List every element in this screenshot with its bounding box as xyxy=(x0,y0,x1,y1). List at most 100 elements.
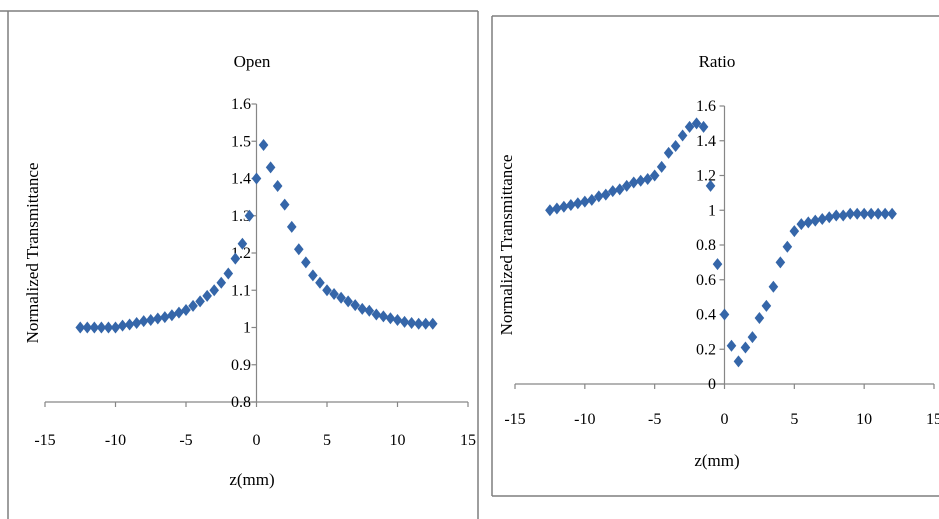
x-tick-label-ratio: -10 xyxy=(574,411,595,428)
x-axis-label-open: z(mm) xyxy=(229,470,274,489)
y-tick-label-open: 1.3 xyxy=(231,208,251,225)
y-tick-label-ratio: 0.4 xyxy=(696,307,716,324)
data-point-ratio xyxy=(775,256,786,269)
data-point-open xyxy=(195,295,205,308)
data-point-open xyxy=(406,317,417,330)
data-point-ratio xyxy=(628,176,639,189)
data-point-open xyxy=(82,321,93,334)
data-point-ratio xyxy=(803,216,814,229)
data-point-open xyxy=(265,161,276,174)
data-point-ratio xyxy=(824,211,835,224)
y-tick-label-ratio: 0.8 xyxy=(696,237,716,254)
data-point-open xyxy=(420,317,431,330)
x-tick-label-ratio: 0 xyxy=(721,411,729,428)
data-point-ratio xyxy=(642,172,653,185)
data-point-ratio xyxy=(733,355,744,368)
y-tick-label-ratio: 1.2 xyxy=(696,168,716,185)
data-point-ratio xyxy=(789,225,800,238)
data-point-ratio xyxy=(740,341,751,354)
x-tick-label-ratio: 15 xyxy=(926,411,939,428)
data-point-open xyxy=(413,317,424,330)
data-point-open xyxy=(89,321,100,334)
data-point-open xyxy=(364,304,375,317)
data-point-open xyxy=(110,321,121,334)
y-tick-label-open: 1 xyxy=(243,320,251,337)
data-point-open xyxy=(117,319,128,332)
x-tick-label-ratio: -5 xyxy=(648,411,661,428)
data-point-ratio xyxy=(670,139,681,152)
data-point-open xyxy=(301,256,311,269)
data-point-ratio xyxy=(887,207,897,220)
data-point-open xyxy=(202,289,212,302)
data-point-ratio xyxy=(621,179,632,192)
data-point-open xyxy=(336,291,346,304)
x-tick-label-open: 5 xyxy=(323,432,331,449)
data-point-open xyxy=(357,302,368,315)
data-point-ratio xyxy=(614,183,625,196)
data-point-open xyxy=(322,284,332,297)
data-point-open xyxy=(308,269,318,282)
data-point-open xyxy=(75,321,86,334)
data-point-open xyxy=(237,237,248,250)
data-point-ratio xyxy=(698,120,709,133)
data-point-open xyxy=(371,308,382,321)
data-point-ratio xyxy=(747,331,758,344)
y-tick-label-ratio: 0.6 xyxy=(696,272,716,289)
data-point-open xyxy=(216,276,227,289)
data-point-open xyxy=(329,287,339,300)
data-point-open xyxy=(209,284,219,297)
y-axis-label-ratio: Normalized Transmittance xyxy=(497,155,516,336)
data-point-ratio xyxy=(656,160,667,173)
data-point-ratio xyxy=(545,204,555,217)
y-tick-label-ratio: 0.2 xyxy=(696,341,716,358)
x-tick-label-open: 0 xyxy=(253,432,261,449)
data-point-open xyxy=(279,198,290,211)
data-point-open xyxy=(230,252,241,265)
data-point-open xyxy=(181,303,191,316)
data-point-ratio xyxy=(726,339,737,352)
data-point-open xyxy=(244,209,255,222)
data-point-ratio xyxy=(768,280,779,293)
data-point-open xyxy=(251,172,262,185)
data-point-ratio xyxy=(761,299,772,312)
x-tick-label-open: 15 xyxy=(460,432,476,449)
y-tick-label-ratio: 1.4 xyxy=(696,133,716,150)
y-tick-label-open: 0.8 xyxy=(231,394,251,411)
data-point-open xyxy=(188,299,198,312)
y-tick-label-open: 0.9 xyxy=(231,357,251,374)
data-point-open xyxy=(392,314,403,327)
data-point-open xyxy=(286,220,297,233)
data-point-open xyxy=(131,317,142,330)
data-point-ratio xyxy=(719,308,730,321)
y-tick-label-open: 1.1 xyxy=(231,282,251,299)
data-point-ratio xyxy=(859,207,869,220)
data-point-open xyxy=(427,317,438,330)
data-point-ratio xyxy=(573,197,583,210)
data-point-ratio xyxy=(587,193,597,206)
chart-title-ratio: Ratio xyxy=(699,52,736,71)
y-tick-label-ratio: 1.6 xyxy=(696,98,716,115)
data-point-open xyxy=(103,321,114,334)
y-tick-label-ratio: 0 xyxy=(708,376,716,393)
data-point-ratio xyxy=(607,185,618,198)
data-point-open xyxy=(174,306,184,319)
data-point-open xyxy=(385,312,396,325)
data-point-ratio xyxy=(782,240,793,253)
x-tick-label-open: 10 xyxy=(390,432,406,449)
data-point-open xyxy=(399,315,410,328)
data-point-ratio xyxy=(705,179,716,192)
data-point-ratio xyxy=(580,195,590,208)
data-point-ratio xyxy=(677,129,688,142)
data-point-open xyxy=(145,314,156,327)
data-point-ratio xyxy=(649,169,660,182)
data-point-ratio xyxy=(845,207,855,220)
data-point-open xyxy=(294,243,304,256)
data-point-ratio xyxy=(635,174,646,187)
data-point-open xyxy=(96,321,107,334)
data-point-open xyxy=(160,311,170,324)
data-point-ratio xyxy=(880,207,890,220)
data-point-ratio xyxy=(559,200,569,213)
data-point-ratio xyxy=(684,120,695,133)
